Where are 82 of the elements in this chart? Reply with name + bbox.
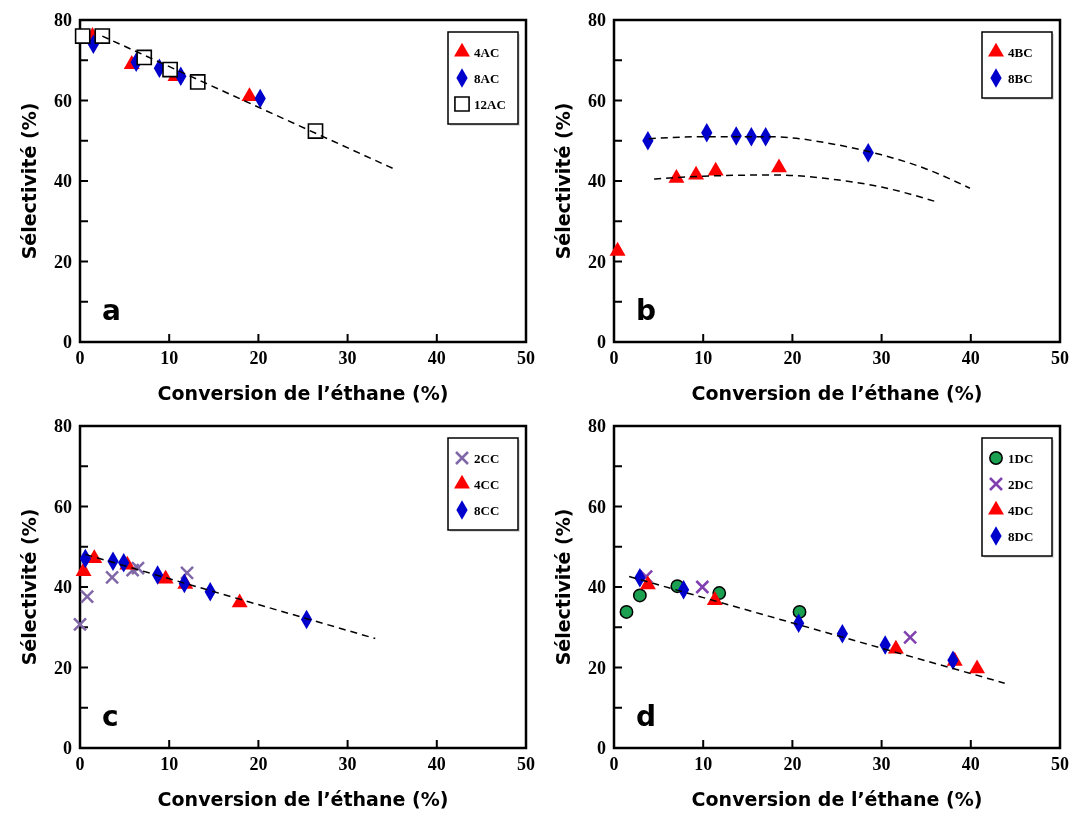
- point: [94, 28, 111, 44]
- x-tick-label: 20: [249, 754, 268, 774]
- y-tick-label: 20: [54, 657, 72, 678]
- y-tick-label: 0: [597, 332, 606, 353]
- point: [72, 617, 88, 632]
- x-tick-label: 10: [694, 348, 713, 368]
- point: [241, 87, 258, 102]
- annotation: a: [102, 294, 121, 327]
- x-tick-label: 10: [160, 348, 179, 368]
- legend-label: 8CC: [474, 502, 500, 518]
- point: [695, 579, 710, 595]
- x-axis-title: Conversion de l’éthane (%): [157, 788, 449, 810]
- legend-label: 1DC: [1008, 450, 1034, 466]
- point: [136, 49, 153, 66]
- y-tick-label: 60: [588, 496, 606, 517]
- x-axis-title: Conversion de l’éthane (%): [691, 788, 983, 810]
- x-tick-label: 10: [694, 754, 713, 774]
- x-tick-label: 30: [338, 348, 357, 368]
- x-tick-label: 30: [872, 754, 891, 774]
- y-tick-label: 60: [588, 90, 606, 111]
- y-tick-label: 40: [588, 577, 606, 598]
- y-axis-title: Sélectivité (%): [552, 508, 574, 666]
- point: [162, 61, 178, 78]
- x-axis-title: Conversion de l’éthane (%): [157, 382, 449, 404]
- y-tick-label: 40: [54, 577, 72, 598]
- legend-label: 12AC: [474, 96, 506, 112]
- point: [969, 659, 986, 674]
- legend-label: 8BC: [1008, 70, 1033, 86]
- x-tick-label: 10: [160, 754, 179, 774]
- point: [74, 28, 91, 44]
- legend-label: 8AC: [474, 70, 500, 86]
- legend-label: 4CC: [474, 476, 500, 492]
- y-tick-label: 80: [54, 10, 72, 31]
- y-tick-label: 60: [54, 90, 72, 111]
- x-tick-label: 50: [1051, 754, 1069, 774]
- y-tick-label: 80: [588, 416, 606, 437]
- y-tick-label: 0: [597, 738, 606, 759]
- y-axis-title: Sélectivité (%): [18, 508, 40, 666]
- x-tick-label: 40: [427, 348, 446, 368]
- point: [179, 565, 195, 581]
- legend-label: 2CC: [474, 450, 500, 466]
- y-tick-label: 0: [63, 738, 72, 759]
- point: [104, 570, 120, 585]
- x-tick-label: 40: [961, 348, 980, 368]
- legend-label: 2DC: [1008, 476, 1034, 492]
- point: [307, 123, 324, 139]
- y-axis-title: Sélectivité (%): [18, 102, 40, 260]
- legend-label: 8DC: [1008, 528, 1034, 544]
- legend-label: 4AC: [474, 44, 500, 60]
- y-tick-label: 20: [588, 251, 606, 272]
- annotation: b: [636, 294, 657, 327]
- y-tick-label: 0: [63, 332, 72, 353]
- point: [619, 605, 634, 619]
- x-tick-label: 50: [517, 348, 535, 368]
- point: [902, 630, 918, 645]
- annotation: d: [636, 700, 657, 733]
- point: [130, 560, 146, 576]
- x-tick-label: 20: [783, 348, 802, 368]
- x-tick-label: 30: [338, 754, 357, 774]
- legend-label: 4BC: [1008, 44, 1033, 60]
- point: [632, 588, 647, 603]
- annotation: c: [102, 700, 119, 733]
- y-tick-label: 60: [54, 496, 72, 517]
- y-tick-label: 40: [588, 171, 606, 192]
- y-tick-label: 20: [54, 251, 72, 272]
- y-tick-label: 80: [588, 10, 606, 31]
- x-tick-label: 40: [961, 754, 980, 774]
- x-tick-label: 20: [783, 754, 802, 774]
- point: [189, 74, 206, 90]
- x-tick-label: 30: [872, 348, 891, 368]
- x-tick-label: 20: [249, 348, 268, 368]
- y-tick-label: 40: [54, 171, 72, 192]
- x-tick-label: 40: [427, 754, 446, 774]
- y-axis-title: Sélectivité (%): [552, 102, 574, 260]
- y-tick-label: 80: [54, 416, 72, 437]
- point: [79, 589, 95, 604]
- x-axis-title: Conversion de l’éthane (%): [691, 382, 983, 404]
- point: [125, 562, 140, 578]
- x-tick-label: 50: [517, 754, 535, 774]
- x-tick-label: 50: [1051, 348, 1069, 368]
- y-tick-label: 20: [588, 657, 606, 678]
- legend-label: 4DC: [1008, 502, 1034, 518]
